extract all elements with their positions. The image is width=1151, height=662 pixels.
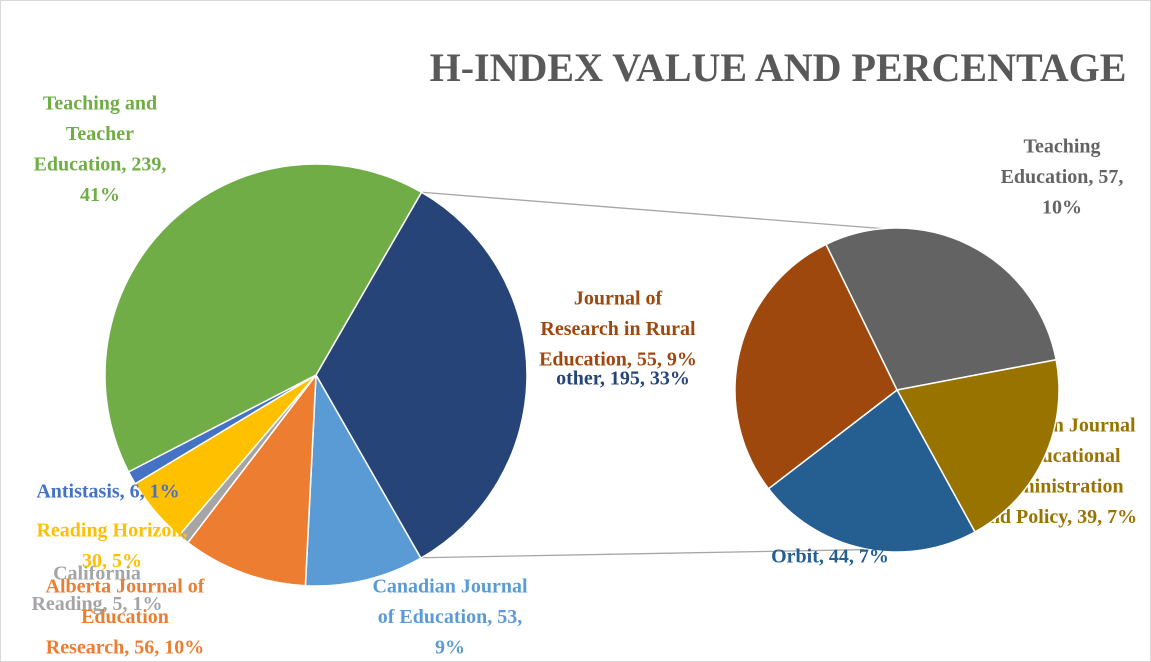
data-label: Journal of [574,288,663,310]
pie-slice [824,227,1058,391]
data-label: Orbit, 44, 7% [771,546,889,568]
data-label: Alberta Journal of [46,576,205,598]
data-label: Education, 239, [34,154,167,176]
pie-slice [104,163,423,473]
data-label: 30, 5% [82,550,142,572]
data-label: Reading, 5, 1% [31,593,162,615]
data-label: of Education, 53, [378,606,522,628]
data-label: Education, 57, [1001,166,1124,188]
connector-line [421,548,869,559]
data-label: Teaching and [43,93,157,115]
pie-slice [186,372,317,587]
data-label: 9% [435,637,465,659]
pie-slice [767,388,976,553]
pie-slice [895,358,1060,534]
pie-slice [304,372,422,587]
chart-title: H-INDEX VALUE AND PERCENTAGE [430,45,1127,90]
connector-line [421,191,883,230]
data-label: and Policy, 39, 7% [979,506,1137,528]
data-label: Research, 56, 10% [46,637,205,659]
data-label: Education, 55, 9% [539,349,697,371]
data-label: Reading Horizon, [36,520,187,542]
data-label: Teaching [1023,136,1100,158]
data-label: Education [81,606,169,628]
data-label: 41% [80,184,120,206]
data-label: Teacher [66,123,134,145]
data-label: Antistasis, 6, 1% [36,481,179,503]
data-label: California [53,563,141,585]
data-label: 10% [1042,197,1082,219]
data-label: other, 195, 33% [556,368,690,390]
data-label: Research in Rural [540,318,696,340]
pie-slice [734,243,898,490]
data-label: Canadian Journal [372,576,527,598]
